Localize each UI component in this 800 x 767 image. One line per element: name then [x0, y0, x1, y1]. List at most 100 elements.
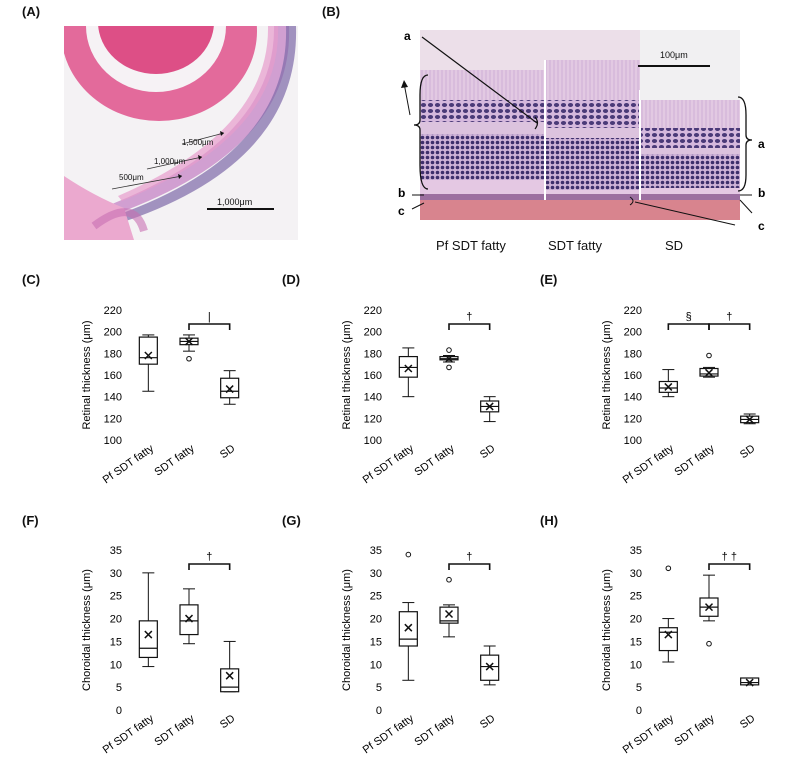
significance-bracket	[188, 323, 231, 330]
mean-marker	[704, 368, 714, 377]
column-label-sd: SD	[665, 238, 684, 253]
brace-c-middle	[629, 196, 634, 206]
micrograph-b-image	[420, 30, 740, 220]
y-axis-label: Choroidal thickness (μm)	[341, 569, 353, 691]
layer-label-b-left: b	[398, 186, 405, 200]
y-tick-label: 200	[624, 327, 642, 339]
box-iqr	[179, 604, 199, 636]
x-tick-label: Pf SDT fatty	[361, 712, 417, 756]
x-tick-label: Pf SDT fatty	[361, 442, 417, 486]
y-tick-label: 5	[636, 682, 642, 694]
x-tick-label: SD	[478, 443, 497, 462]
y-tick-label: 220	[624, 305, 642, 317]
x-tick-label: Pf SDT fatty	[101, 712, 157, 756]
scale-bar-label-a: 1,000μm	[217, 197, 253, 207]
layer-label-b-right: b	[758, 186, 765, 200]
x-tick-label: SD	[478, 713, 497, 732]
y-tick-label: 160	[624, 370, 642, 382]
y-tick-label: 120	[624, 413, 642, 425]
x-tick-label: Pf SDT fatty	[621, 712, 677, 756]
y-tick-label: 140	[364, 392, 382, 404]
y-tick-label: 15	[110, 636, 122, 648]
scale-bar-label-b: 100μm	[660, 50, 688, 60]
significance-mark: †	[206, 551, 212, 563]
mean-marker	[144, 630, 153, 639]
y-tick-label: 200	[104, 327, 122, 339]
box-iqr	[398, 611, 418, 647]
layer-label-a-left: a	[404, 29, 411, 43]
outlier-point	[446, 576, 452, 583]
y-tick-label: 200	[364, 327, 382, 339]
chart-g: 0 5 10 15 20 25 30 35 Choroidal thickness (μm) Pf…	[341, 545, 500, 756]
y-tick-label: 25	[630, 591, 642, 603]
y-tick-label: 220	[104, 305, 122, 317]
outlier-point	[665, 565, 672, 572]
outlier-point	[706, 640, 712, 647]
mean-marker	[404, 623, 413, 632]
arrow-500-icon	[178, 174, 182, 179]
y-tick-label: 100	[104, 435, 122, 447]
box-iqr	[220, 377, 240, 399]
y-tick-label: 35	[110, 545, 122, 557]
panel-label-b: (B)	[322, 4, 341, 19]
brace-a-right	[737, 96, 753, 192]
y-axis-label: Retinal thickness (μm)	[81, 320, 93, 429]
arrowhead-a-left-icon	[401, 80, 408, 88]
panel-label-f: (F)	[22, 513, 39, 528]
distance-label-1500: 1,500μm	[182, 138, 214, 147]
chart-e: 100 120 140 160 180 200 220 Retinal thickness (…	[601, 305, 760, 486]
significance-mark: †	[466, 551, 472, 563]
mean-marker	[485, 402, 494, 411]
y-tick-label: 10	[110, 659, 122, 671]
mean-marker	[404, 364, 413, 373]
significance-bracket	[188, 563, 231, 570]
y-tick-label: 25	[370, 591, 382, 603]
micrograph-b: 100μm	[420, 30, 740, 220]
box-iqr	[480, 654, 500, 681]
arrow-1500-icon	[220, 131, 224, 136]
y-tick-label: 20	[630, 614, 642, 626]
significance-mark: †	[466, 311, 472, 323]
micrograph-a: 500μm 1,000μm 1,500μm 1,000μm	[64, 26, 298, 240]
x-tick-label: SDT fatty	[412, 712, 457, 748]
box-iqr	[439, 606, 459, 624]
y-tick-label: 0	[116, 705, 122, 717]
distance-label-500: 500μm	[119, 173, 144, 182]
y-tick-label: 20	[110, 614, 122, 626]
y-axis-label: Choroidal thickness (μm)	[81, 569, 93, 691]
panel-label-a: (A)	[22, 4, 41, 19]
panel-label-c: (C)	[22, 272, 41, 287]
significance-bracket	[448, 323, 491, 330]
mean-marker	[745, 415, 754, 424]
box-iqr	[138, 336, 158, 365]
chart-f: 0 5 10 15 20 25 30 35 Choroidal thickness (μm) Pf…	[81, 545, 240, 756]
mean-marker	[184, 614, 194, 623]
x-tick-label: SD	[218, 713, 237, 732]
x-tick-label: SDT fatty	[152, 442, 197, 478]
outlier-point	[186, 355, 192, 362]
y-tick-label: 0	[376, 705, 382, 717]
outlier-point	[446, 364, 452, 371]
mean-marker	[444, 609, 454, 619]
y-tick-label: 35	[370, 545, 382, 557]
y-tick-label: 30	[370, 568, 382, 580]
panel-label-h: (H)	[540, 513, 559, 528]
y-tick-label: 5	[376, 682, 382, 694]
y-tick-label: 160	[364, 370, 382, 382]
outlier-point	[446, 347, 452, 353]
y-tick-label: 180	[624, 348, 642, 360]
significance-mark: §	[686, 311, 692, 323]
significance-bracket	[448, 563, 491, 570]
x-tick-label: SD	[738, 443, 757, 462]
x-tick-label: SDT fatty	[672, 442, 717, 478]
significance-bracket	[708, 323, 751, 330]
leader-line-a	[421, 36, 538, 124]
mean-marker	[225, 671, 234, 680]
significance-bracket	[708, 563, 751, 570]
panel-label-d: (D)	[282, 272, 301, 287]
leader-c-right	[739, 199, 753, 214]
y-tick-label: 10	[370, 659, 382, 671]
chart-h: 0 5 10 15 20 25 30 35 Choroidal thickness (μm) Pf…	[601, 545, 760, 756]
mean-marker	[745, 678, 754, 687]
y-tick-label: 180	[364, 348, 382, 360]
